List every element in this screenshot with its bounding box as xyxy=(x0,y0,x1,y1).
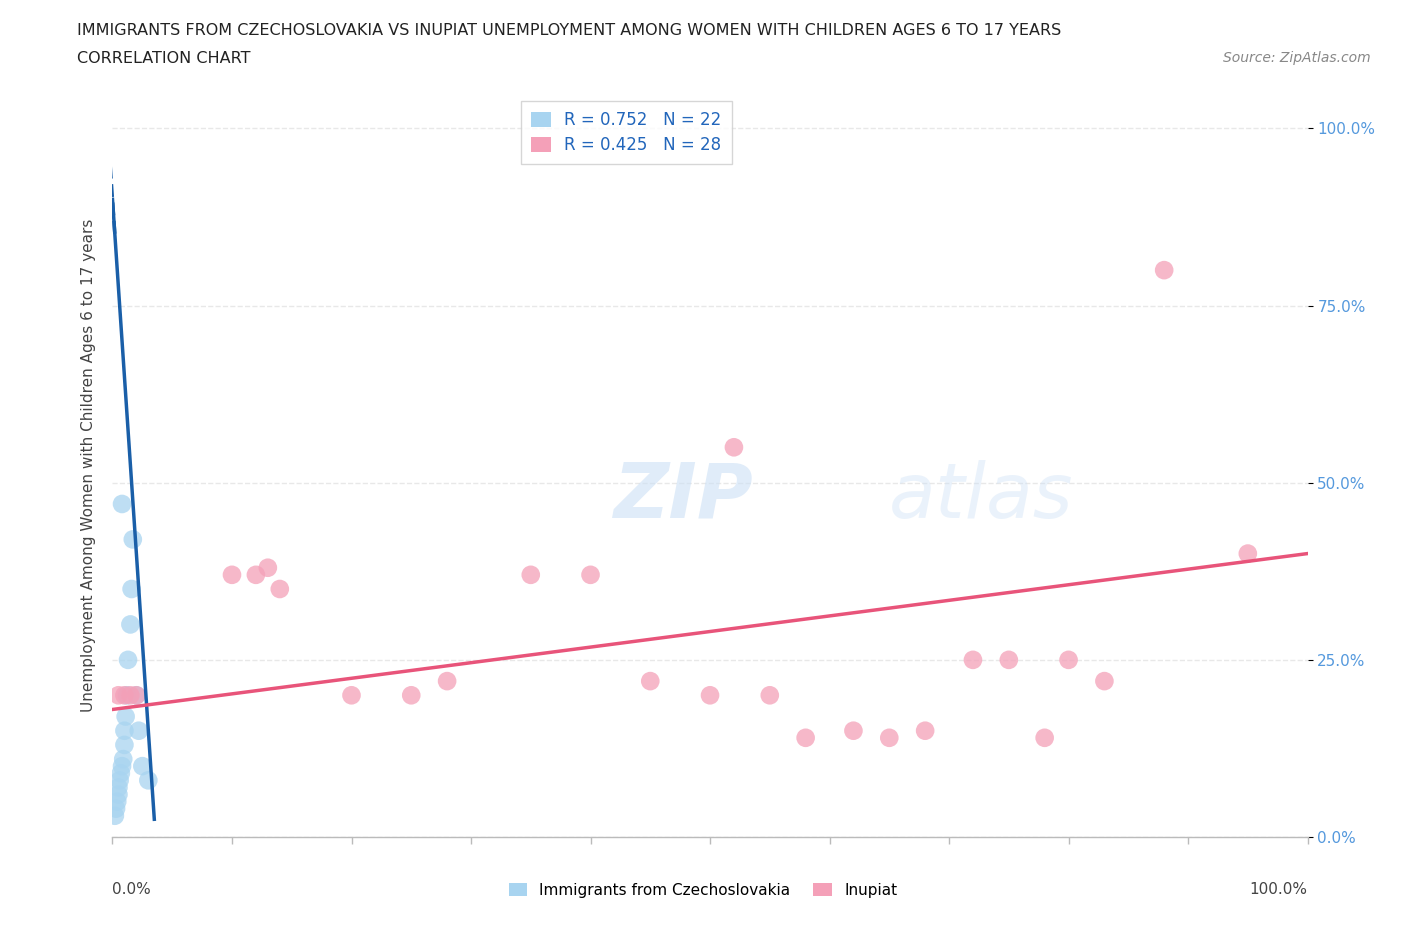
Y-axis label: Unemployment Among Women with Children Ages 6 to 17 years: Unemployment Among Women with Children A… xyxy=(80,219,96,711)
Point xyxy=(121,532,143,547)
Point xyxy=(115,688,138,703)
Point xyxy=(1094,673,1116,688)
Point xyxy=(131,759,153,774)
Point xyxy=(221,567,243,582)
Point xyxy=(114,737,135,752)
Point xyxy=(105,794,128,809)
Point xyxy=(117,653,139,668)
Point xyxy=(436,673,458,688)
Point xyxy=(794,730,817,745)
Point xyxy=(579,567,602,582)
Point xyxy=(1153,262,1175,277)
Point xyxy=(998,653,1021,668)
Point xyxy=(107,688,129,703)
Text: CORRELATION CHART: CORRELATION CHART xyxy=(77,51,250,66)
Point xyxy=(1057,653,1080,668)
Point xyxy=(1237,546,1260,561)
Point xyxy=(104,808,127,823)
Point xyxy=(914,724,936,738)
Text: 100.0%: 100.0% xyxy=(1250,882,1308,897)
Point xyxy=(114,709,136,724)
Point xyxy=(110,765,132,780)
Point xyxy=(269,581,291,596)
Legend: R = 0.752   N = 22, R = 0.425   N = 28: R = 0.752 N = 22, R = 0.425 N = 28 xyxy=(522,101,731,164)
Point xyxy=(120,688,142,703)
Point xyxy=(107,787,129,802)
Point xyxy=(879,730,901,745)
Point xyxy=(111,497,134,512)
Legend: Immigrants from Czechoslovakia, Inupiat: Immigrants from Czechoslovakia, Inupiat xyxy=(503,876,903,904)
Point xyxy=(640,673,662,688)
Point xyxy=(111,759,134,774)
Point xyxy=(340,688,363,703)
Text: ZIP: ZIP xyxy=(614,460,754,534)
Point xyxy=(128,724,150,738)
Point xyxy=(125,688,148,703)
Point xyxy=(962,653,984,668)
Point xyxy=(245,567,267,582)
Point xyxy=(699,688,721,703)
Point xyxy=(138,773,160,788)
Point xyxy=(120,617,142,631)
Point xyxy=(112,751,135,766)
Point xyxy=(257,560,280,575)
Point xyxy=(114,688,135,703)
Point xyxy=(114,724,135,738)
Point xyxy=(401,688,423,703)
Text: 0.0%: 0.0% xyxy=(112,882,152,897)
Text: atlas: atlas xyxy=(890,460,1074,534)
Point xyxy=(107,780,129,795)
Point xyxy=(842,724,865,738)
Text: IMMIGRANTS FROM CZECHOSLOVAKIA VS INUPIAT UNEMPLOYMENT AMONG WOMEN WITH CHILDREN: IMMIGRANTS FROM CZECHOSLOVAKIA VS INUPIA… xyxy=(77,23,1062,38)
Point xyxy=(108,773,131,788)
Point xyxy=(723,440,745,455)
Point xyxy=(125,688,148,703)
Point xyxy=(121,581,143,596)
Point xyxy=(105,802,128,817)
Point xyxy=(520,567,543,582)
Text: Source: ZipAtlas.com: Source: ZipAtlas.com xyxy=(1223,51,1371,65)
Point xyxy=(1033,730,1056,745)
Point xyxy=(759,688,782,703)
